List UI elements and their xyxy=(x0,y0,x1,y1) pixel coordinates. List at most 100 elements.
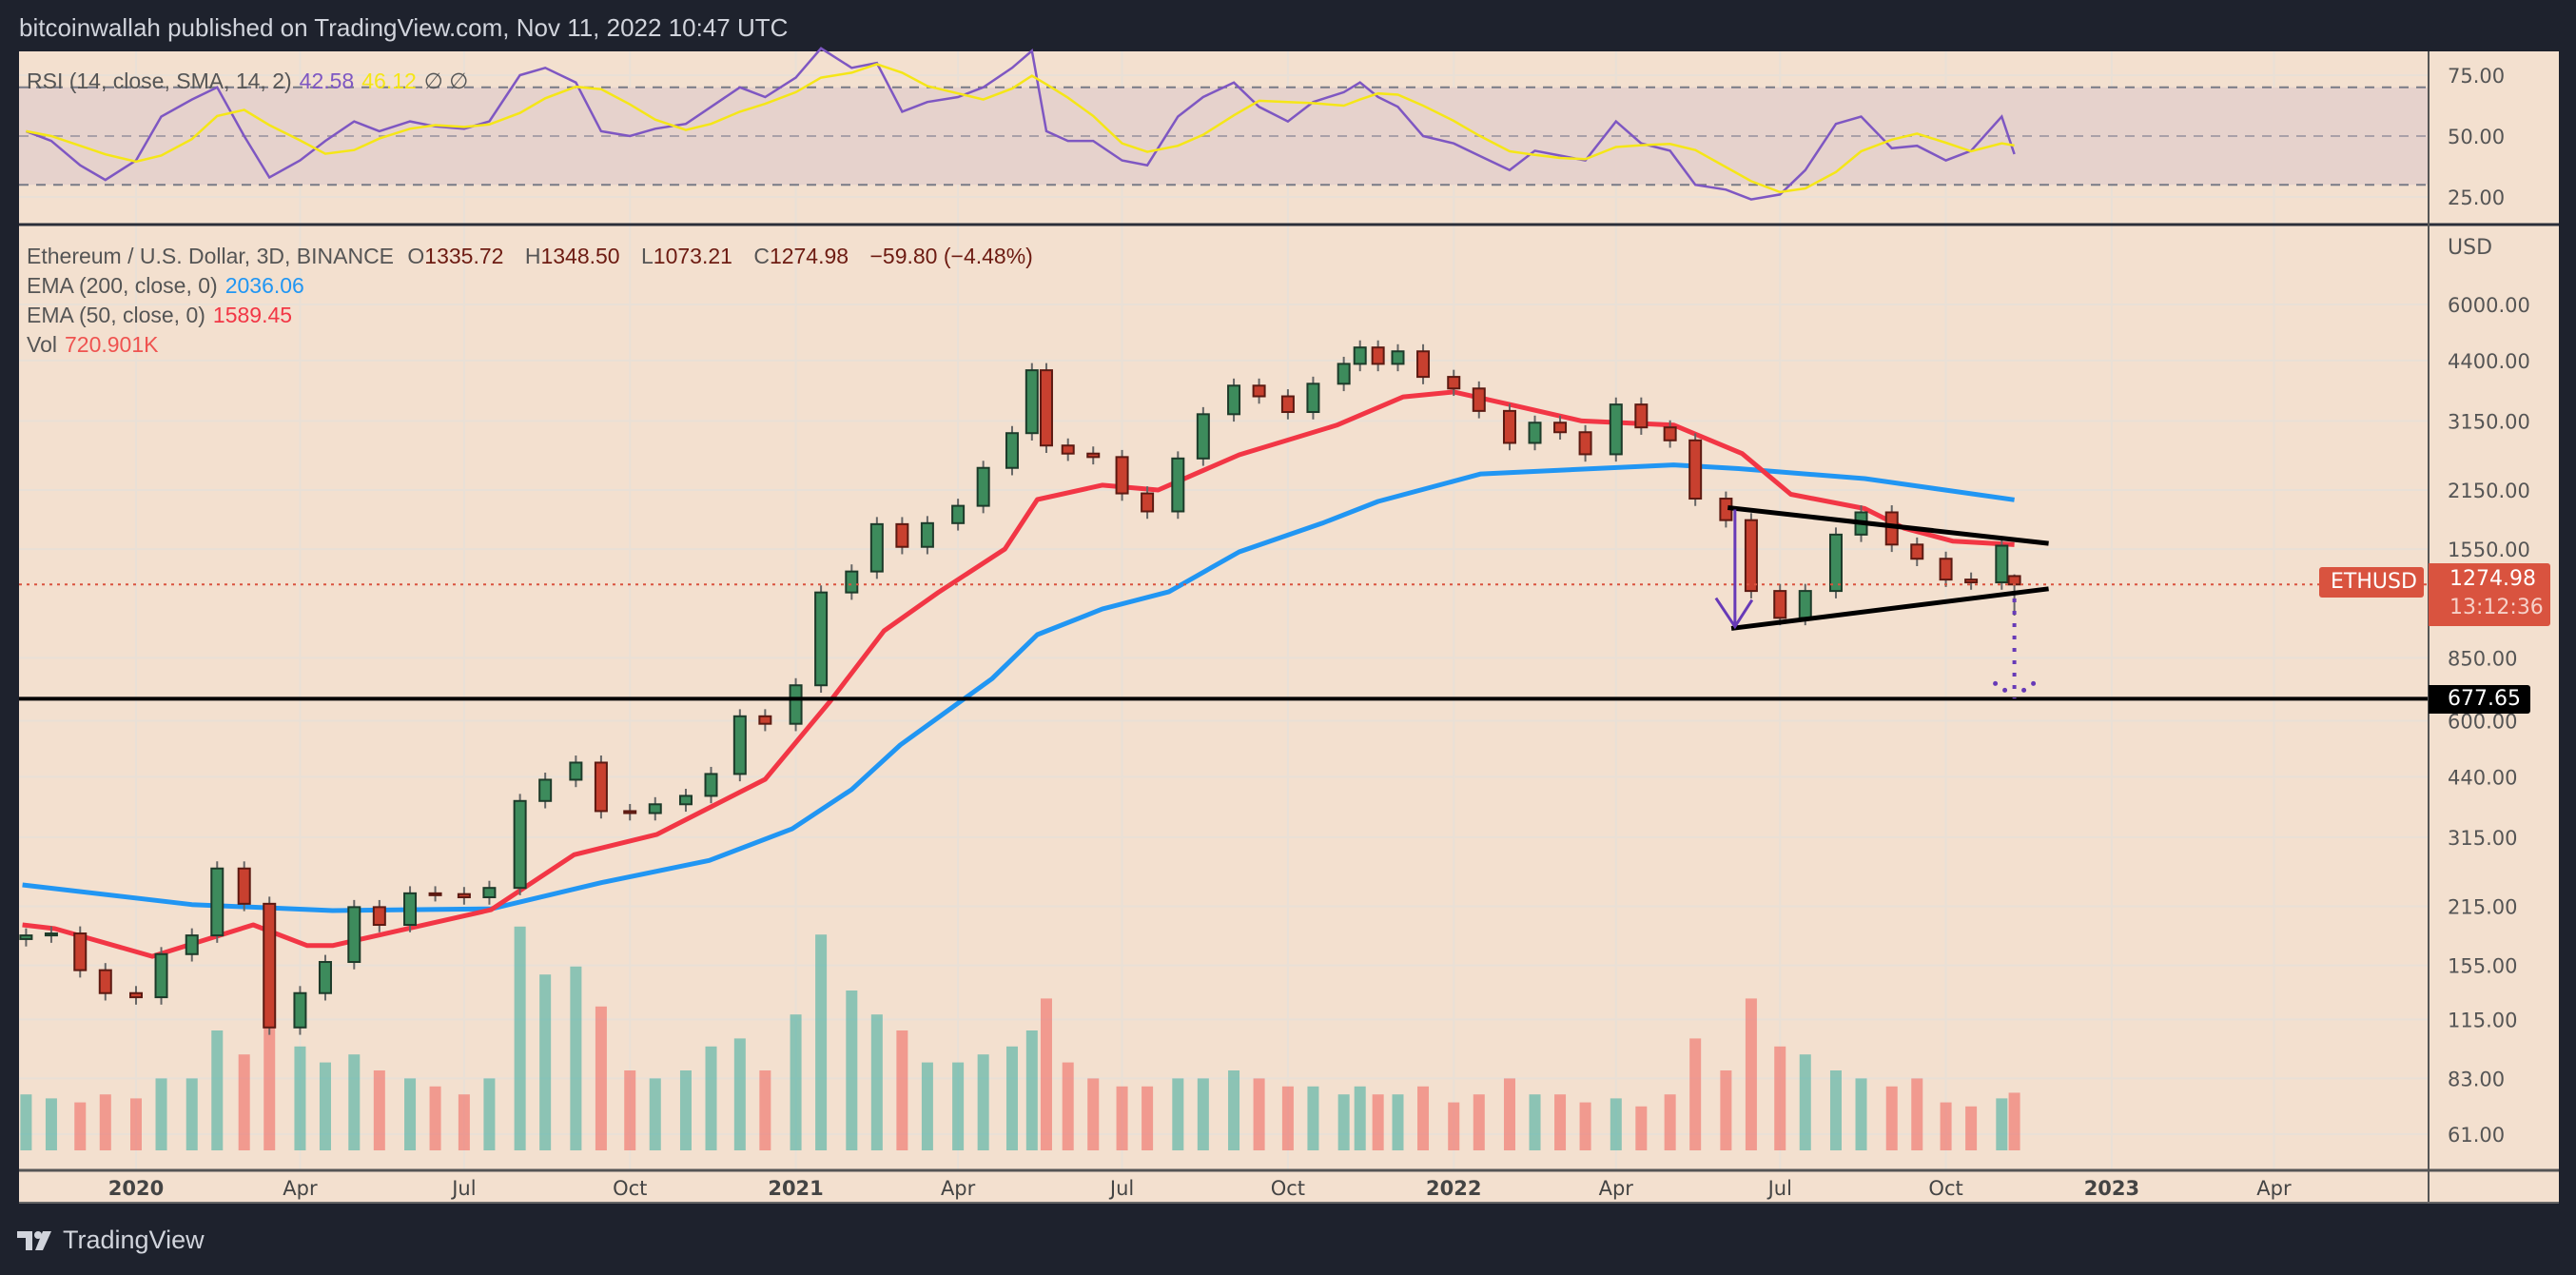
candle xyxy=(1798,590,1812,619)
time-tick-label: Oct xyxy=(613,1177,647,1200)
candle xyxy=(19,934,33,940)
ema200-legend[interactable]: EMA (200, close, 0) 2036.06 xyxy=(27,273,312,299)
volume-bar xyxy=(263,998,276,1150)
currency-label: USD xyxy=(2448,236,2493,260)
volume-value: 720.901K xyxy=(64,332,159,357)
projection-arrow-dot xyxy=(2002,687,2008,693)
symbol-legend[interactable]: Ethereum / U.S. Dollar, 3D, BINANCE O133… xyxy=(27,244,1041,269)
volume-bar xyxy=(1116,1086,1128,1150)
volume-bar xyxy=(846,991,858,1150)
rsi-sma-value: 46.12 xyxy=(361,69,417,93)
footer-brand: TradingView xyxy=(63,1226,205,1254)
ema50-line xyxy=(22,389,2015,959)
close-label: C xyxy=(753,244,770,268)
candle xyxy=(428,892,442,896)
candle xyxy=(1196,413,1210,460)
volume-bar xyxy=(1664,1094,1676,1150)
candle xyxy=(237,867,251,905)
price-tick-label: 4400.00 xyxy=(2448,350,2530,373)
high-label: H xyxy=(524,244,541,268)
last-price-tag: 1274.98 13:12:36 xyxy=(2429,563,2550,626)
candle xyxy=(1688,439,1703,500)
volume-bar xyxy=(815,934,828,1150)
candle xyxy=(73,932,88,971)
ema50-legend[interactable]: EMA (50, close, 0) 1589.45 xyxy=(27,303,300,328)
candle xyxy=(704,773,718,797)
time-tick-label: Apr xyxy=(2256,1177,2292,1200)
candle xyxy=(1371,346,1385,365)
ema200-value: 2036.06 xyxy=(224,273,304,298)
time-tick-label: 2021 xyxy=(768,1177,823,1200)
volume-bar xyxy=(483,1078,496,1150)
volume-bar xyxy=(1635,1106,1648,1150)
time-tick-label: Jul xyxy=(450,1177,476,1200)
candle xyxy=(1306,382,1320,414)
candle xyxy=(845,570,859,594)
candle xyxy=(678,794,693,806)
candle xyxy=(1025,369,1039,435)
ema200-label: EMA (200, close, 0) xyxy=(27,273,218,298)
candle xyxy=(1141,492,1155,513)
volume-bar xyxy=(1885,1086,1898,1150)
candle xyxy=(538,778,553,802)
candle xyxy=(1115,456,1129,495)
time-tick-label: Oct xyxy=(1928,1177,1962,1200)
volume-bar xyxy=(1417,1086,1430,1150)
rsi-legend-label: RSI (14, close, SMA, 14, 2) xyxy=(27,69,292,93)
high-value: 1348.50 xyxy=(540,244,620,268)
volume-bar xyxy=(1354,1086,1366,1150)
volume-bar xyxy=(1774,1046,1786,1150)
volume-bar xyxy=(952,1062,965,1150)
candle xyxy=(732,715,747,775)
candle xyxy=(895,522,909,548)
volume-bar xyxy=(705,1046,717,1150)
volume-bar xyxy=(1025,1030,1038,1150)
price-tick-label: 1550.00 xyxy=(2448,539,2530,561)
down-arrow-head-icon xyxy=(1714,597,1754,630)
volume-bar xyxy=(1940,1102,1952,1150)
axes[interactable]: 2020 Apr Jul Oct 2021 Apr Jul Oct 2022 Apr Jul Oct 2… xyxy=(108,65,2530,1200)
volume-legend[interactable]: Vol 720.901K xyxy=(27,332,166,358)
rsi-line xyxy=(25,47,2016,201)
volume-bar xyxy=(1610,1098,1622,1150)
change-value: −59.80 (−4.48%) xyxy=(869,244,1033,268)
time-tick-label: Apr xyxy=(941,1177,976,1200)
candle xyxy=(185,934,199,955)
candle xyxy=(318,961,332,994)
volume-bar xyxy=(1745,998,1757,1150)
volume-bar xyxy=(790,1014,802,1150)
candle xyxy=(1280,395,1295,414)
volume-bar xyxy=(733,1038,746,1150)
footer[interactable]: TradingView xyxy=(17,1226,205,1255)
volume-bar xyxy=(1996,1098,2008,1150)
drawings[interactable] xyxy=(19,505,2429,701)
candle xyxy=(1353,346,1367,365)
volume-bar xyxy=(1689,1038,1702,1150)
candle xyxy=(1171,457,1185,513)
last-price: 1274.98 xyxy=(2449,567,2536,591)
candle xyxy=(869,522,884,573)
candle xyxy=(1553,422,1568,434)
candle xyxy=(1528,422,1542,444)
bar-countdown: 13:12:36 xyxy=(2449,596,2544,619)
rsi-legend[interactable]: RSI (14, close, SMA, 14, 2) 42.58 46.12 ∅ ∅ xyxy=(27,69,476,94)
ema50-value: 1589.45 xyxy=(212,303,293,327)
triangle-lower-trendline xyxy=(1730,586,2049,631)
candle xyxy=(1061,444,1075,455)
candle xyxy=(210,867,224,937)
candle xyxy=(814,591,829,687)
candle xyxy=(920,521,934,548)
price-tick-label: 3150.00 xyxy=(2448,410,2530,433)
volume-bar xyxy=(1855,1078,1867,1150)
volume-bar xyxy=(99,1094,111,1150)
volume-bar xyxy=(1172,1078,1184,1150)
volume-bar xyxy=(1448,1102,1460,1150)
volume-bar xyxy=(624,1070,636,1150)
volume-bar xyxy=(1503,1078,1515,1150)
rsi-plot xyxy=(25,47,2016,201)
grid xyxy=(19,51,2429,1170)
price-tick-label: 215.00 xyxy=(2448,895,2517,918)
candle xyxy=(1634,403,1649,429)
candle xyxy=(1039,369,1053,447)
